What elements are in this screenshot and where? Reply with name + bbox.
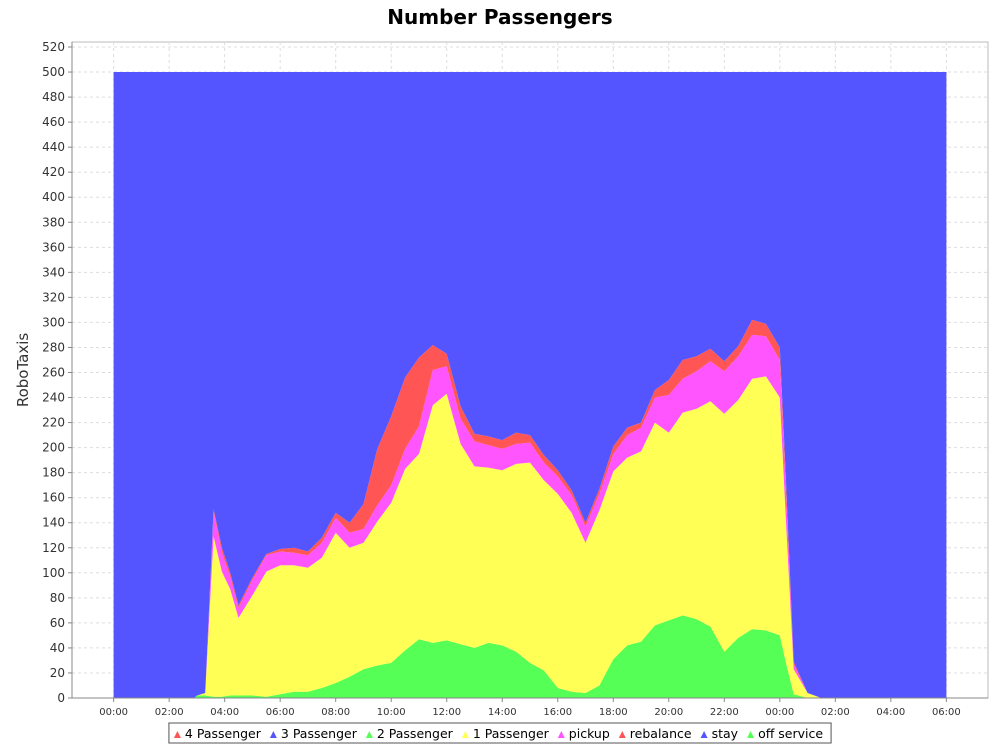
x-tick-label: 18:00 (599, 707, 628, 718)
axes: 0 20 40 60 80 100 120 140 160 180 200 220 240 260 280 3… (42, 40, 988, 718)
legend-marker (618, 731, 626, 738)
area-stay (113, 72, 947, 698)
y-tick-label: 460 (42, 115, 65, 129)
y-tick-label: 40 (50, 641, 65, 655)
y-tick-label: 440 (42, 140, 65, 154)
y-tick-label: 360 (42, 240, 65, 254)
area-series (113, 72, 947, 698)
x-tick-label: 06:00 (932, 707, 961, 718)
y-tick-label: 520 (42, 40, 65, 54)
y-tick-label: 500 (42, 65, 65, 79)
legend-marker (557, 731, 565, 738)
y-tick-label: 0 (57, 691, 65, 705)
y-tick-label: 120 (42, 541, 65, 555)
legend-item: off service (747, 726, 823, 741)
x-tick-label: 22:00 (710, 707, 739, 718)
y-tick-label: 280 (42, 340, 65, 354)
area-1-passenger (113, 376, 947, 698)
y-tick-label: 100 (42, 566, 65, 580)
legend-label: off service (758, 726, 823, 741)
legend-box (168, 722, 832, 744)
y-tick-label: 80 (50, 591, 65, 605)
legend-label: 1 Passenger (473, 726, 550, 741)
legend-label: rebalance (630, 726, 692, 741)
legend-item: 1 Passenger (461, 726, 550, 741)
y-tick-label: 20 (50, 666, 65, 680)
x-tick-label: 06:00 (266, 707, 295, 718)
x-tick-label: 08:00 (321, 707, 350, 718)
y-tick-label: 340 (42, 265, 65, 279)
x-tick-label: 02:00 (155, 707, 184, 718)
y-tick-label: 180 (42, 466, 65, 480)
legend-label: 3 Passenger (281, 726, 358, 741)
legend-item: pickup (557, 726, 610, 741)
x-tick-label: 00:00 (765, 707, 794, 718)
area-2-passenger (113, 615, 947, 698)
y-tick-label: 400 (42, 190, 65, 204)
legend-marker (269, 731, 277, 738)
y-tick-label: 260 (42, 366, 65, 380)
x-tick-label: 04:00 (876, 707, 905, 718)
y-tick-label: 420 (42, 165, 65, 179)
y-tick-label: 300 (42, 315, 65, 329)
y-tick-label: 240 (42, 391, 65, 405)
chart-title: Number Passengers (387, 5, 612, 29)
x-tick-label: 04:00 (210, 707, 239, 718)
legend-label: 4 Passenger (185, 726, 262, 741)
legend-item: 4 Passenger (173, 726, 262, 741)
y-tick-label: 320 (42, 290, 65, 304)
x-tick-label: 20:00 (654, 707, 683, 718)
legend-item: rebalance (618, 726, 692, 741)
legend-marker (173, 731, 181, 738)
legend-label: pickup (569, 726, 610, 741)
legend-marker (747, 731, 755, 738)
y-tick-label: 200 (42, 441, 65, 455)
y-tick-label: 380 (42, 215, 65, 229)
legend-item: stay (700, 726, 739, 741)
legend-label: stay (712, 726, 739, 741)
y-tick-label: 140 (42, 516, 65, 530)
legend-item: 2 Passenger (365, 726, 454, 741)
x-tick-label: 10:00 (377, 707, 406, 718)
y-tick-label: 160 (42, 491, 65, 505)
y-tick-label: 480 (42, 90, 65, 104)
legend-label: 2 Passenger (377, 726, 454, 741)
legend-item: 3 Passenger (269, 726, 358, 741)
legend-marker (365, 731, 373, 738)
legend-marker (461, 731, 469, 738)
x-tick-label: 02:00 (821, 707, 850, 718)
legend: 4 Passenger 3 Passenger 2 Passenger 1 Passe… (168, 722, 832, 744)
y-tick-label: 60 (50, 616, 65, 630)
x-tick-label: 14:00 (488, 707, 517, 718)
y-tick-label: 220 (42, 416, 65, 430)
x-tick-label: 16:00 (543, 707, 572, 718)
x-tick-label: 00:00 (99, 707, 128, 718)
x-tick-label: 12:00 (432, 707, 461, 718)
y-axis-label: RoboTaxis (14, 333, 32, 408)
legend-marker (700, 731, 708, 738)
